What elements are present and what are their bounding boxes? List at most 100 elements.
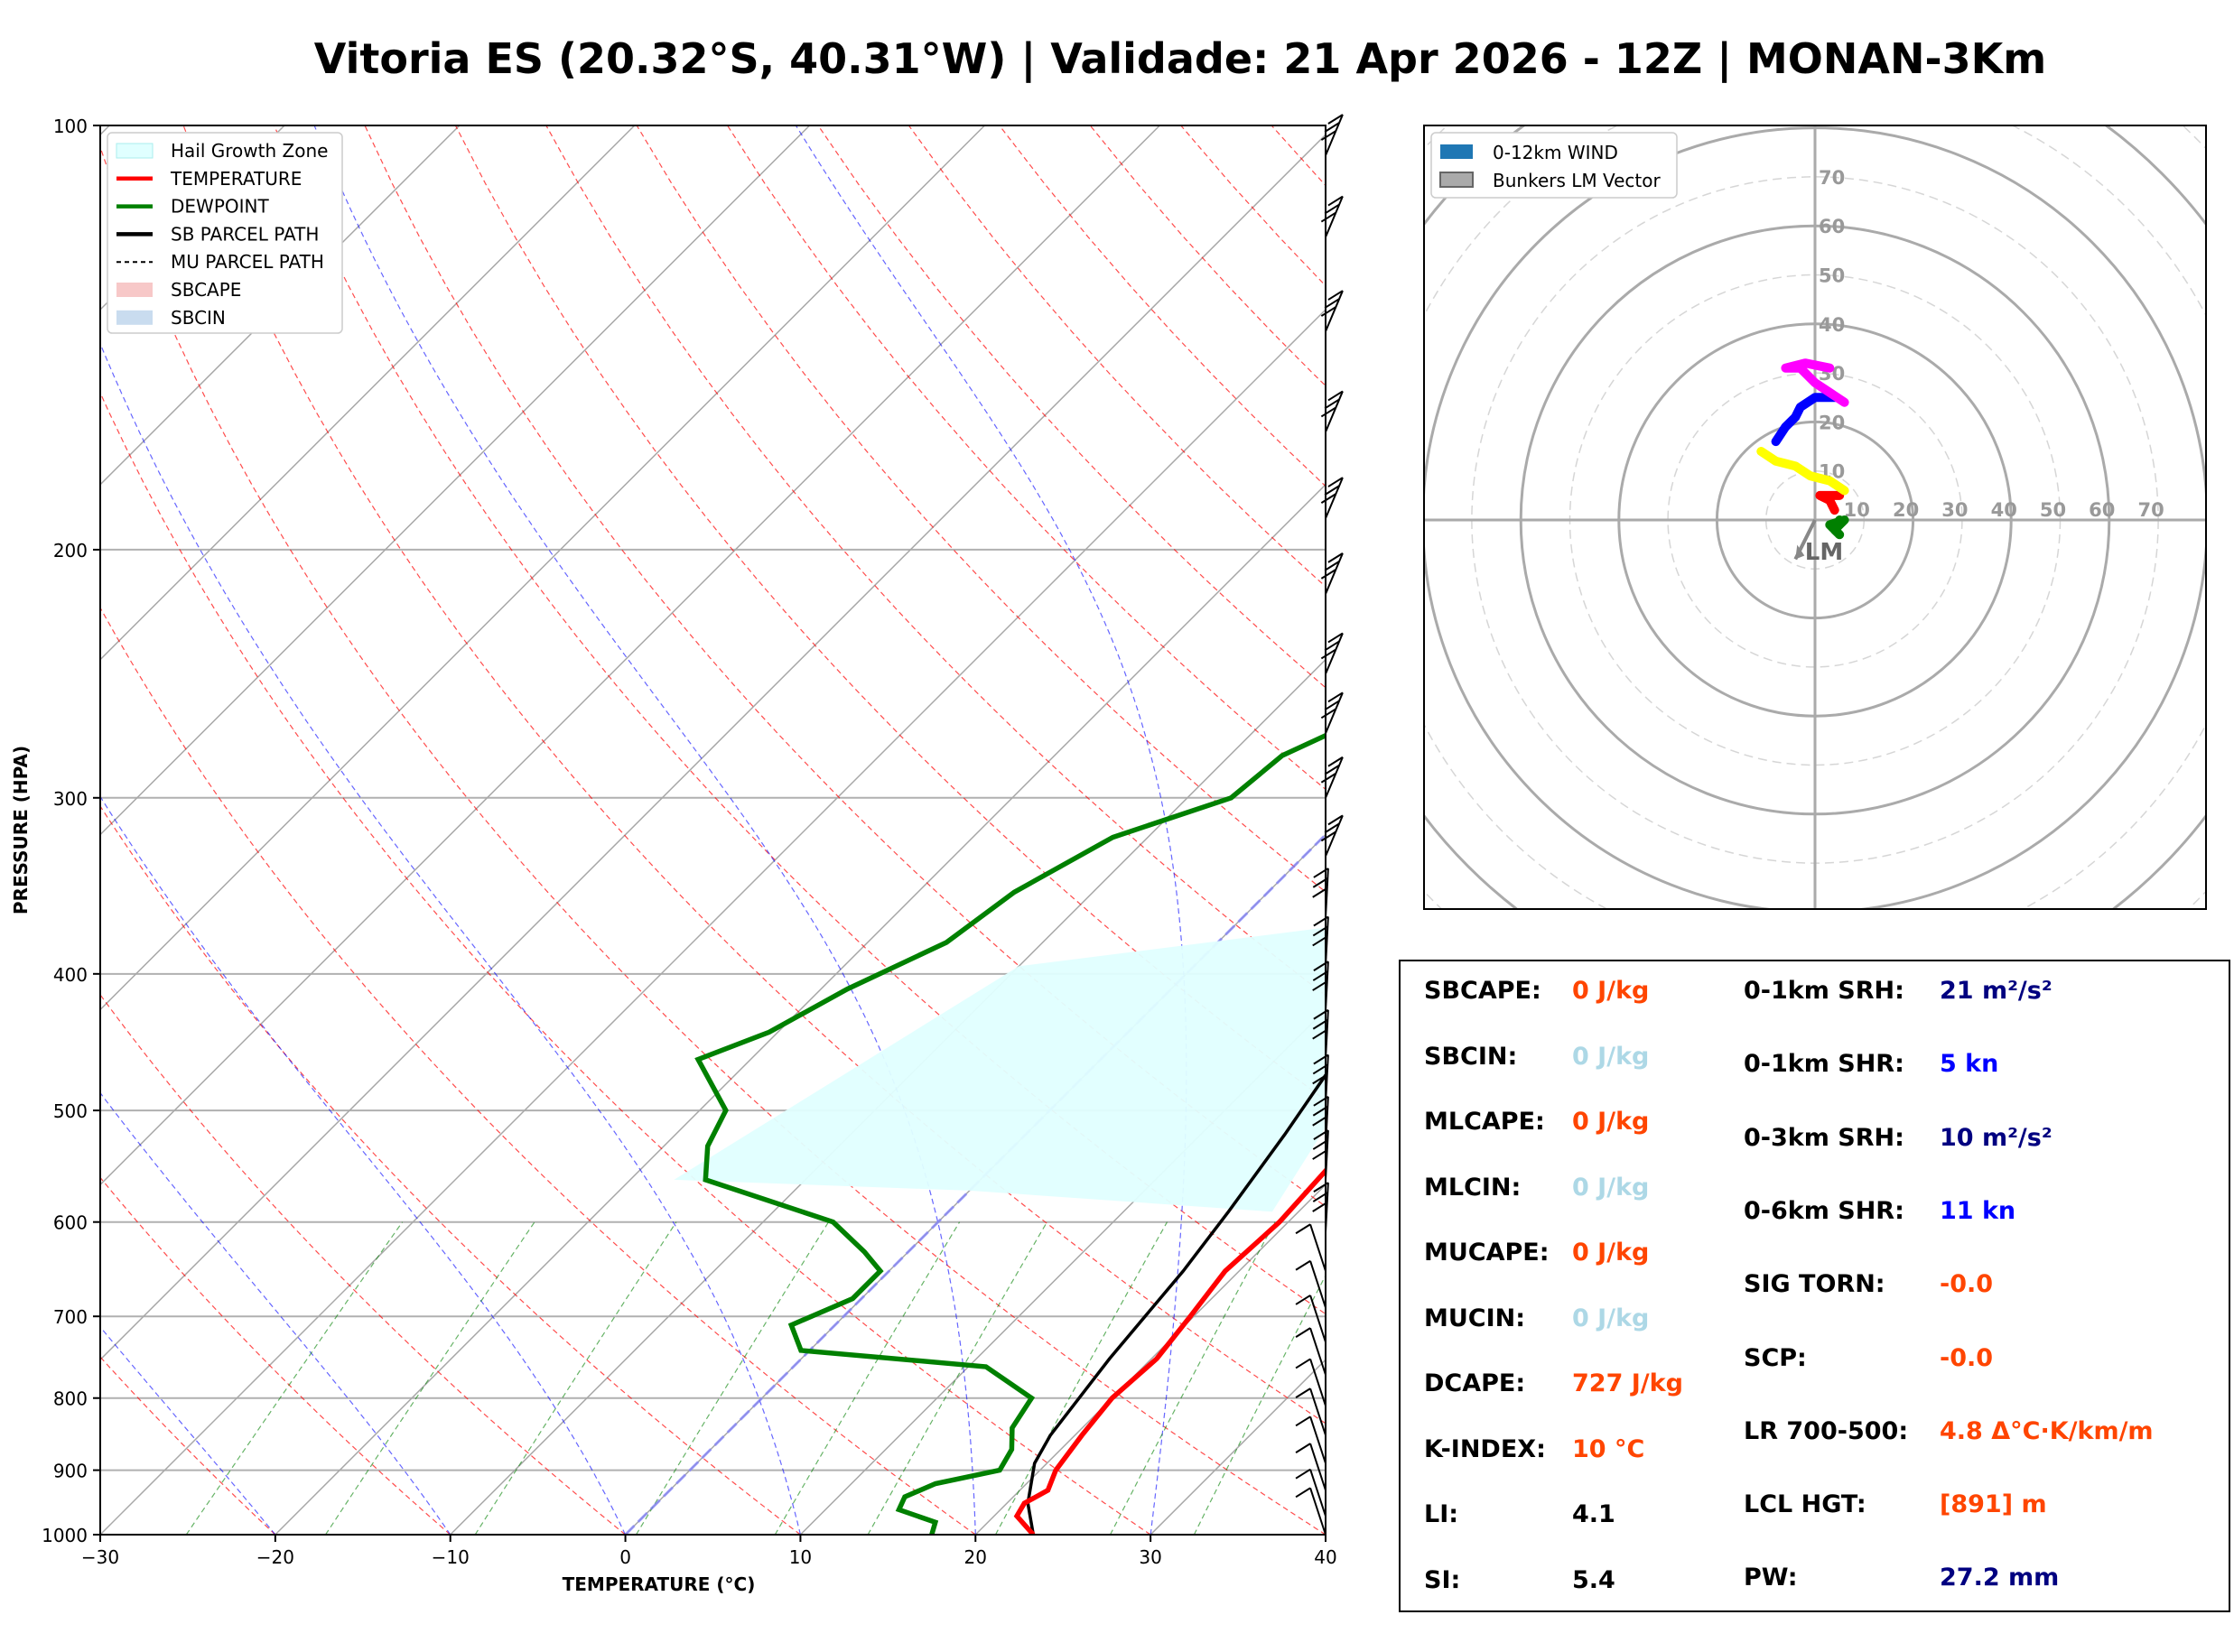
wind-barb-flag — [1327, 290, 1344, 301]
x-tick-label: −30 — [81, 1546, 119, 1568]
bunkers-lm-arrowhead — [1795, 544, 1805, 560]
wind-barb-flag — [1312, 1105, 1328, 1117]
wind-barb-flag — [1312, 877, 1328, 888]
wind-barb-flag — [1312, 1202, 1328, 1212]
wind-barb-flag — [1324, 700, 1340, 711]
wind-barb-flag — [1312, 1139, 1328, 1150]
index-value: 27.2 mm — [1940, 1564, 2060, 1592]
y-tick-label: 300 — [53, 788, 88, 810]
wind-barb-staff — [1325, 1054, 1329, 1105]
dry-adiabat — [545, 125, 1326, 997]
hodograph-segment — [1781, 358, 1849, 407]
wind-barb-flag — [1327, 814, 1344, 826]
wind-barb-flag — [1312, 1115, 1328, 1127]
hodograph-frame — [1423, 125, 2207, 910]
wind-barb-flag — [1313, 1053, 1329, 1065]
index-value: 727 J/kg — [1572, 1369, 1683, 1397]
index-value: 5 kn — [1940, 1050, 1999, 1079]
hodograph-segment — [1815, 490, 1845, 515]
dry-adiabat — [636, 125, 1326, 893]
ring-label: 40 — [1819, 314, 1845, 336]
skewt-legend: Hail Growth Zone TEMPERATURE DEWPOINT SB PA… — [107, 132, 343, 334]
index-value: 0 J/kg — [1572, 1108, 1650, 1136]
index-label: SI: — [1424, 1565, 1461, 1594]
wind-barb-flag — [1320, 306, 1336, 317]
index-value: [891] m — [1940, 1490, 2047, 1519]
index-value: 0 J/kg — [1572, 1304, 1650, 1332]
wind-barb-staff — [1309, 1443, 1326, 1491]
index-value: 21 m²/s² — [1940, 977, 2052, 1005]
isotherm-line — [450, 658, 1326, 1535]
wind-barb-flag — [1312, 1028, 1328, 1040]
index-value: 10 m²/s² — [1940, 1123, 2052, 1152]
isotherm-line — [100, 125, 461, 486]
y-tick-label: 500 — [53, 1100, 88, 1122]
wind-barb-flag — [1320, 569, 1336, 580]
y-axis-label: PRESSURE (HPA) — [10, 746, 32, 914]
wind-barb-staff — [1325, 961, 1329, 1011]
mixing-ratio-line — [774, 1221, 961, 1535]
wind-barb-flag — [1320, 708, 1336, 719]
legend-swatch — [1440, 144, 1473, 159]
ring-label: 30 — [1941, 499, 1968, 521]
dry-adiabat — [100, 993, 626, 1535]
ring-label: 20 — [1893, 499, 1919, 521]
wind-barb-flag — [1327, 691, 1344, 703]
index-value: 5.4 — [1572, 1565, 1615, 1594]
ring-label: 50 — [1819, 265, 1845, 287]
dry-adiabat — [100, 1176, 451, 1535]
wind-barb-staff — [1325, 633, 1344, 674]
index-label: MLCAPE: — [1424, 1108, 1545, 1136]
index-label: 0-6km SHR: — [1744, 1196, 1904, 1225]
wind-barb-flag — [1312, 1192, 1328, 1202]
wind-barb-flag — [1295, 1415, 1311, 1427]
sb-parcel-line — [1026, 1072, 1326, 1535]
wind-barb-flag — [1312, 1073, 1328, 1085]
hodograph-ring — [1129, 0, 2234, 957]
hail-growth-zone — [674, 927, 1326, 1212]
wind-barb-staff — [1325, 916, 1329, 967]
wind-barb-flag — [1313, 1129, 1329, 1140]
wind-barb-staff — [1325, 391, 1344, 432]
mixing-ratio-line — [325, 1221, 535, 1535]
index-label: MLCIN: — [1424, 1173, 1522, 1202]
wind-barb-flag — [1324, 485, 1340, 496]
wind-barb-flag — [1320, 406, 1336, 418]
wind-barb-staff — [1325, 114, 1344, 156]
index-label: LR 700-500: — [1744, 1416, 1909, 1445]
ring-label: 70 — [2137, 499, 2164, 521]
x-tick-label: 30 — [1139, 1546, 1161, 1568]
legend-swatch — [1439, 172, 1474, 188]
dry-adiabat — [182, 125, 1326, 1425]
isotherm-line — [100, 125, 985, 1011]
isotherm-line — [100, 125, 1160, 1186]
wind-barb-flag — [1320, 130, 1336, 141]
wind-barb-staff — [1309, 1327, 1326, 1376]
mixing-ratio-line — [994, 1221, 1168, 1535]
y-tick-label: 400 — [53, 964, 88, 986]
wind-barb-staff — [1325, 1009, 1329, 1060]
index-value: -0.0 — [1940, 1270, 1994, 1299]
legend-label: TEMPERATURE — [170, 168, 302, 190]
isotherm-line — [799, 1008, 1326, 1535]
wind-barb-flag — [1313, 961, 1329, 971]
dry-adiabat — [100, 391, 1151, 1535]
wind-barb-flag — [1324, 640, 1340, 652]
wind-barb-flag — [1324, 822, 1340, 834]
wind-barb-flag — [1313, 1095, 1329, 1107]
dry-adiabat — [100, 804, 801, 1535]
hodograph-segment — [1825, 515, 1849, 540]
legend-label: SBCAPE — [171, 279, 241, 301]
moist-adiabat — [100, 342, 801, 1535]
mixing-ratio-line — [635, 1221, 830, 1535]
ring-label: 60 — [2089, 499, 2115, 521]
index-label: SBCIN: — [1424, 1042, 1518, 1071]
legend-label: 0-12km WIND — [1493, 142, 1618, 163]
wind-barb-flag — [1312, 887, 1328, 898]
wind-barb-staff — [1325, 756, 1344, 799]
legend-label: SB PARCEL PATH — [171, 223, 319, 245]
wind-barb-staff — [1325, 1096, 1329, 1146]
wind-barb-flag — [1312, 1018, 1328, 1030]
wind-barb-staff — [1325, 814, 1344, 857]
